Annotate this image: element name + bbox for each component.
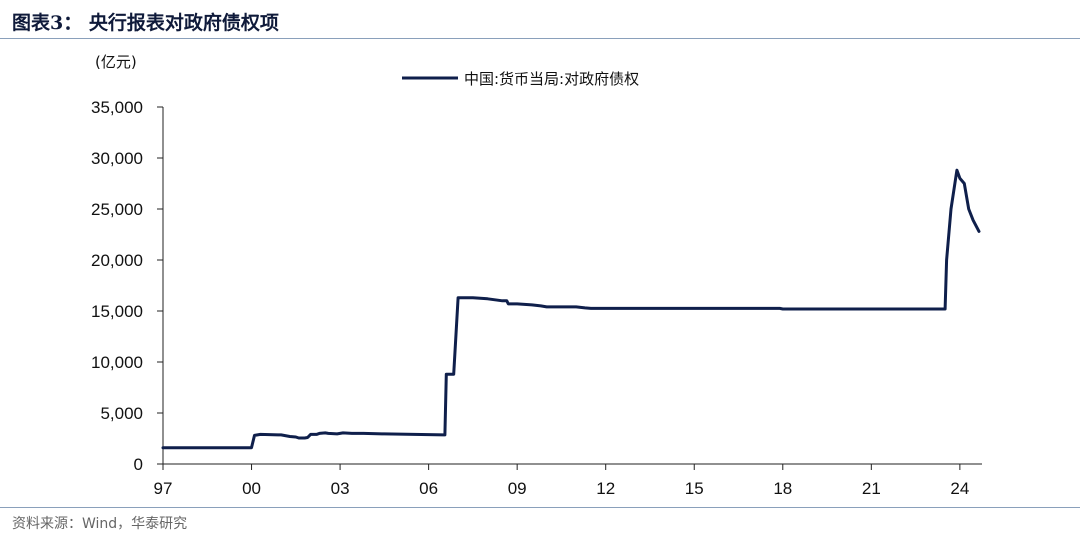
figure-title: 图表3： 央行报表对政府债权项 (12, 12, 279, 34)
y-tick-label: 10,000 (91, 353, 143, 372)
series-line (161, 168, 981, 450)
y-tick-label: 0 (134, 455, 143, 474)
y-axis-unit-label: (亿元) (95, 53, 137, 71)
y-tick-label: 30,000 (91, 149, 143, 168)
x-tick-label: 15 (685, 479, 704, 498)
x-tick-label: 09 (508, 479, 527, 498)
source-note: 资料来源：Wind，华泰研究 (12, 516, 188, 532)
legend-label: 中国:货币当局:对政府债权 (464, 70, 639, 88)
y-tick-label: 35,000 (91, 98, 143, 117)
x-tick-label: 18 (773, 479, 792, 498)
legend: 中国:货币当局:对政府债权 (402, 70, 639, 88)
y-tick-label: 5,000 (100, 404, 143, 423)
x-tick-label: 00 (242, 479, 261, 498)
axes: 0 5,000 10,000 15,000 20,000 25,000 30,000 35,0… (91, 98, 982, 498)
y-tick-label: 20,000 (91, 251, 143, 270)
x-tick-label: 97 (154, 479, 173, 498)
x-tick-label: 03 (331, 479, 350, 498)
title-divider (0, 38, 1080, 39)
x-tick-label: 12 (596, 479, 615, 498)
series-group (161, 168, 981, 450)
x-tick-label: 06 (419, 479, 438, 498)
y-tick-label: 25,000 (91, 200, 143, 219)
x-tick-label: 24 (950, 479, 969, 498)
source-divider (0, 507, 1080, 508)
x-tick-label: 21 (862, 479, 881, 498)
y-tick-label: 15,000 (91, 302, 143, 321)
